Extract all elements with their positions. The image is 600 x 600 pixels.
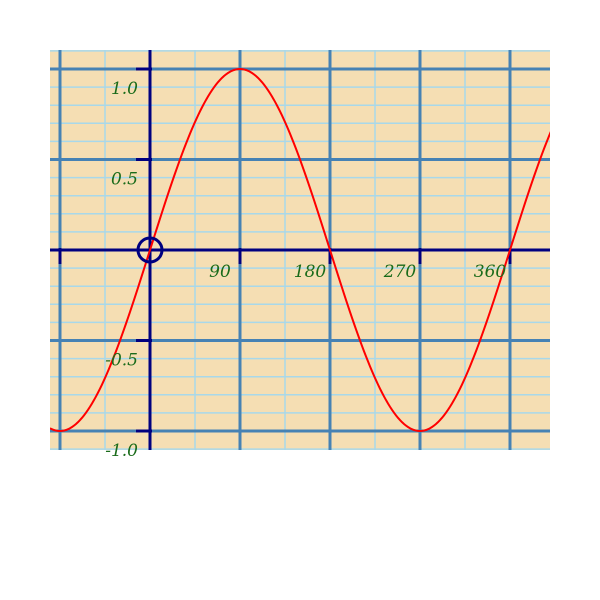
y-tick-label-neg-0.5: -0.5	[105, 351, 138, 371]
sine-curve	[50, 67, 550, 433]
minor-grid	[50, 50, 550, 450]
origin-marker	[136, 236, 164, 264]
x-tick-label-360: 360	[474, 262, 507, 282]
x-tick-label-90: 90	[209, 262, 231, 282]
tick-labels: 90 180 270 360 1.0 0.5 -0.5 -1.0	[105, 79, 506, 461]
x-tick-label-270: 270	[383, 262, 417, 282]
x-tick-label-180: 180	[294, 262, 327, 282]
y-tick-label-0.5: 0.5	[111, 170, 138, 190]
y-tick-label-1: 1.0	[111, 79, 138, 99]
y-tick-label-neg-1: -1.0	[105, 441, 138, 461]
